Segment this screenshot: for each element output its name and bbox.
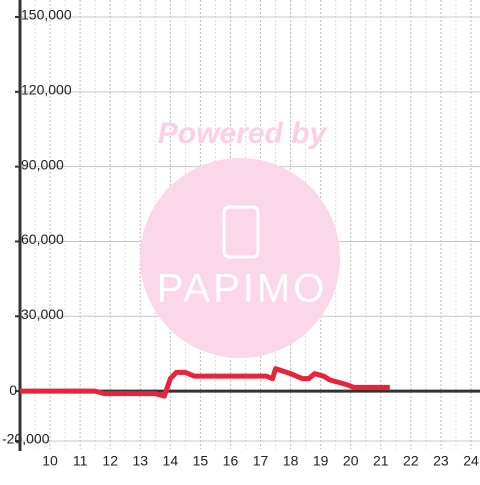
watermark-logo: PAPIMO [157, 267, 328, 311]
x-tick-label: 18 [283, 453, 299, 469]
x-tick-label: 13 [132, 453, 148, 469]
y-tick-label: 0 [9, 382, 17, 398]
y-tick-label: 90,000 [21, 156, 64, 172]
x-tick-label: 22 [403, 453, 419, 469]
y-tick-label: 30,000 [21, 306, 64, 322]
watermark-text: Powered by [158, 117, 328, 150]
x-tick-label: 19 [313, 453, 329, 469]
x-tick-label: 10 [42, 453, 58, 469]
y-tick-label: 120,000 [21, 82, 72, 98]
watermark: Powered by PAPIMO [140, 117, 340, 358]
x-tick-label: 11 [73, 453, 88, 469]
x-tick-label: 21 [373, 453, 389, 469]
x-tick-label: 16 [223, 453, 239, 469]
x-tick-label: 24 [463, 453, 479, 469]
x-tick-label: 14 [163, 453, 179, 469]
x-tick-label: 23 [433, 453, 449, 469]
y-tick-label: 60,000 [21, 231, 64, 247]
series-line [20, 366, 390, 399]
x-tick-label: 20 [343, 453, 359, 469]
x-tick-label: 15 [193, 453, 209, 469]
x-tick-label: 17 [253, 453, 269, 469]
y-tick-label: -20,000 [2, 431, 50, 447]
watermark-phone [222, 205, 260, 259]
y-tick-label: 150,000 [21, 7, 72, 23]
x-tick-label: 12 [102, 453, 118, 469]
